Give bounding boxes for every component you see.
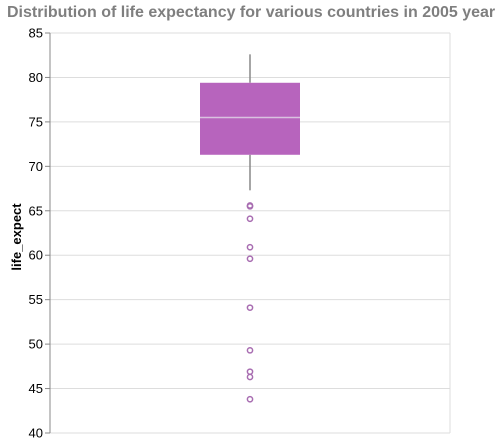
- outlier-point: [246, 373, 254, 381]
- y-tick-label: 50: [29, 337, 43, 352]
- chart-title: Distribution of life expectancy for vari…: [7, 4, 496, 21]
- y-tick-label: 65: [29, 203, 43, 218]
- outlier-point: [246, 202, 254, 210]
- outlier-point: [246, 346, 254, 354]
- outlier-point: [246, 243, 254, 251]
- plot-area: [200, 54, 300, 403]
- outlier-point: [246, 395, 254, 403]
- outlier-point: [246, 368, 254, 376]
- y-tick-label: 55: [29, 292, 43, 307]
- y-tick-label: 85: [29, 26, 43, 41]
- y-axis-title: life_expect: [9, 203, 24, 271]
- iqr-box: [200, 82, 300, 155]
- outlier-point: [246, 304, 254, 312]
- y-tick-label: 40: [29, 426, 43, 441]
- y-axis: 40 45 50 55 60 65 70 75 80 85: [29, 26, 51, 441]
- y-tick-label: 80: [29, 70, 43, 85]
- y-tick-label: 60: [29, 248, 43, 263]
- y-tick-label: 70: [29, 159, 43, 174]
- y-tick-label: 45: [29, 381, 43, 396]
- outlier-point: [246, 255, 254, 263]
- outlier-point: [246, 215, 254, 223]
- y-tick-label: 75: [29, 114, 43, 129]
